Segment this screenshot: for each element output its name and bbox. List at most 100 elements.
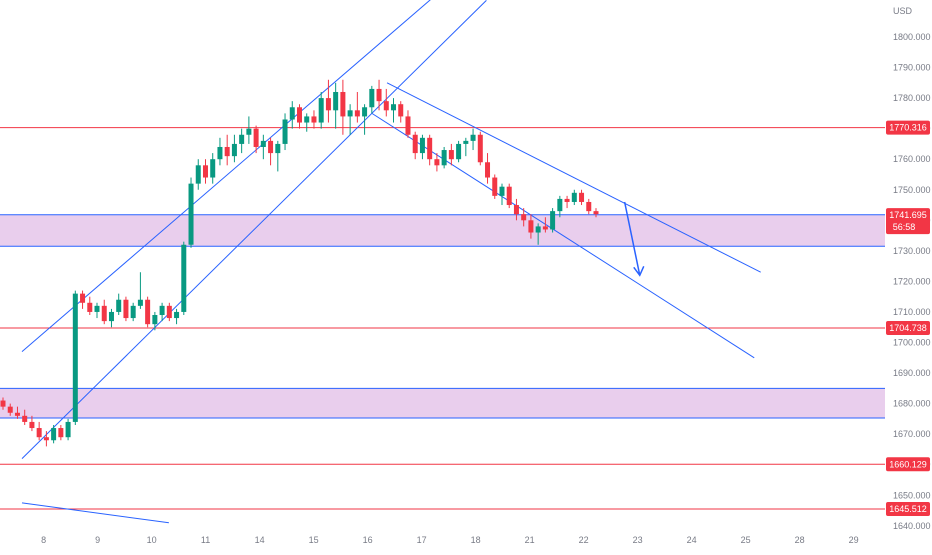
y-tick-label: 1690.000 bbox=[893, 368, 931, 378]
candle-body bbox=[43, 437, 49, 441]
level-price-badge bbox=[886, 457, 930, 472]
x-tick-label: 14 bbox=[255, 535, 265, 545]
level-price-label: 1770.316 bbox=[889, 123, 927, 133]
candle-body bbox=[571, 192, 577, 202]
candle-body bbox=[557, 198, 563, 212]
x-tick-label: 11 bbox=[201, 535, 210, 545]
x-tick-label: 9 bbox=[95, 535, 100, 545]
y-tick-label: 1670.000 bbox=[893, 429, 931, 439]
candle-body bbox=[246, 128, 252, 135]
trendline bbox=[371, 112, 755, 359]
currency-label: USD bbox=[893, 6, 913, 16]
x-tick-label: 8 bbox=[41, 535, 46, 545]
candle-body bbox=[499, 186, 505, 196]
candle-body bbox=[145, 299, 151, 325]
candle-body bbox=[297, 107, 302, 123]
candle-body bbox=[311, 116, 317, 123]
candle-body bbox=[376, 88, 382, 102]
y-tick-label: 1790.000 bbox=[893, 63, 931, 73]
candle-body bbox=[325, 98, 331, 111]
candle-body bbox=[116, 299, 122, 312]
candle-body bbox=[304, 116, 310, 123]
candle-body bbox=[166, 305, 172, 319]
candle-body bbox=[456, 143, 462, 160]
y-tick-label: 1700.000 bbox=[893, 338, 931, 348]
candle-body bbox=[441, 150, 447, 166]
candle-body bbox=[217, 146, 223, 160]
y-tick-label: 1750.000 bbox=[893, 185, 931, 195]
candle-body bbox=[340, 91, 346, 117]
level-price-label: 1645.512 bbox=[889, 504, 927, 514]
candle-body bbox=[123, 299, 129, 319]
candle-body bbox=[36, 428, 42, 438]
level-price-label: 1660.129 bbox=[889, 459, 927, 469]
candle-body bbox=[448, 150, 454, 160]
candle-body bbox=[593, 211, 599, 215]
x-tick-label: 21 bbox=[525, 535, 535, 545]
candle-body bbox=[477, 134, 483, 163]
x-tick-label: 28 bbox=[795, 535, 805, 545]
candle-body bbox=[181, 244, 187, 312]
supply-demand-zone bbox=[0, 388, 885, 418]
candle-body bbox=[492, 177, 498, 196]
trendline bbox=[21, 502, 169, 524]
x-tick-label: 15 bbox=[309, 535, 319, 545]
candle-body bbox=[152, 315, 158, 325]
x-tick-label: 16 bbox=[363, 535, 373, 545]
x-tick-label: 29 bbox=[849, 535, 859, 545]
candle-body bbox=[506, 186, 512, 206]
candle-body bbox=[427, 137, 433, 160]
candle-body bbox=[188, 183, 194, 245]
y-tick-label: 1730.000 bbox=[893, 246, 931, 256]
candle-body bbox=[485, 162, 491, 178]
candle-body bbox=[398, 104, 404, 117]
candle-body bbox=[65, 421, 71, 438]
candle-body bbox=[260, 140, 266, 147]
candle-body bbox=[542, 226, 548, 230]
candle-body bbox=[101, 305, 107, 322]
candle-body bbox=[0, 400, 6, 407]
x-tick-label: 22 bbox=[579, 535, 589, 545]
candle-body bbox=[210, 159, 216, 178]
y-tick-label: 1720.000 bbox=[893, 276, 931, 286]
current-price-badge bbox=[886, 208, 930, 235]
candle-body bbox=[202, 165, 208, 178]
plot-background bbox=[0, 0, 885, 530]
candle-body bbox=[513, 205, 519, 215]
candle-body bbox=[405, 116, 411, 135]
candle-body bbox=[253, 128, 259, 147]
x-tick-label: 23 bbox=[633, 535, 643, 545]
candle-body bbox=[470, 134, 476, 141]
y-tick-label: 1680.000 bbox=[893, 399, 931, 409]
supply-demand-zone bbox=[0, 214, 885, 247]
level-price-badge bbox=[886, 321, 930, 336]
y-tick-label: 1710.000 bbox=[893, 307, 931, 317]
candle-body bbox=[137, 299, 143, 306]
candle-body bbox=[579, 192, 585, 202]
candle-body bbox=[275, 143, 281, 154]
candle-body bbox=[14, 412, 20, 416]
y-tick-label: 1780.000 bbox=[893, 93, 931, 103]
candle-body bbox=[434, 159, 440, 166]
x-tick-label: 17 bbox=[417, 535, 427, 545]
level-price-label: 1704.738 bbox=[889, 323, 927, 333]
x-tick-label: 10 bbox=[147, 535, 157, 545]
candle-body bbox=[369, 88, 375, 108]
candle-body bbox=[174, 311, 180, 319]
candle-body bbox=[586, 201, 592, 212]
trendline bbox=[21, 0, 487, 459]
candle-body bbox=[412, 134, 418, 154]
candle-body bbox=[347, 110, 353, 117]
candle-body bbox=[72, 293, 78, 422]
candle-body bbox=[550, 211, 556, 230]
x-tick-label: 18 bbox=[471, 535, 481, 545]
candle-body bbox=[239, 134, 245, 144]
candle-body bbox=[51, 428, 57, 441]
candle-body bbox=[80, 293, 86, 303]
candle-body bbox=[528, 220, 534, 233]
candle-body bbox=[318, 98, 324, 123]
candle-body bbox=[383, 101, 389, 111]
y-tick-label: 1800.000 bbox=[893, 32, 931, 42]
